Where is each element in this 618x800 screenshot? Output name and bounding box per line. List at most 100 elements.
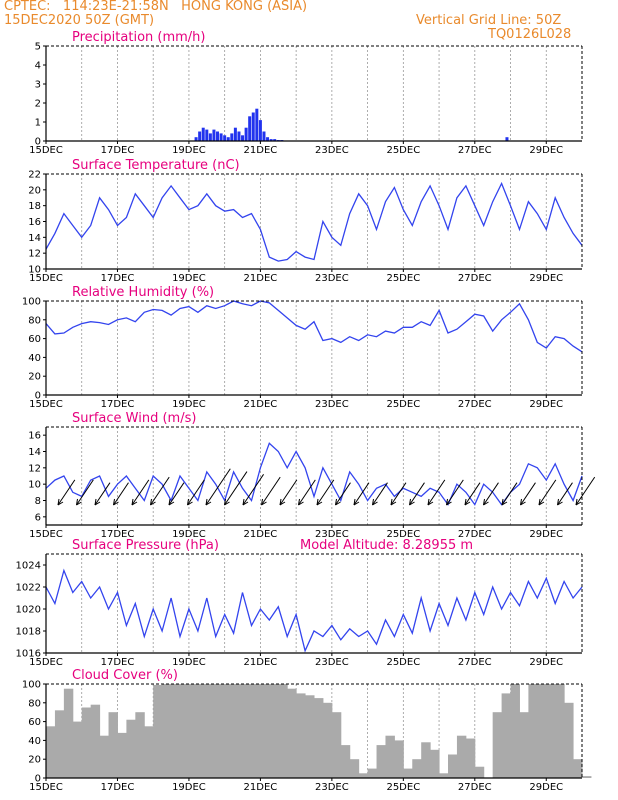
wind-arrow	[427, 479, 446, 506]
x-tick-label: 27DEC	[458, 529, 492, 540]
cloud-bar	[564, 702, 574, 778]
y-tick-label: 1018	[16, 627, 41, 638]
wind-arrowhead	[57, 501, 64, 506]
cloud-bar	[403, 768, 413, 778]
y-tick-label: 16	[28, 431, 41, 442]
y-tick-label: 16	[28, 217, 41, 228]
y-tick-label: 14	[28, 233, 41, 244]
cloud-bar	[153, 684, 163, 778]
wind-arrow	[205, 468, 231, 506]
panel-title: Precipitation (mm/h)	[72, 30, 205, 45]
y-tick-label: 18	[28, 201, 41, 212]
wind-arrowhead	[446, 501, 452, 506]
cloud-bar	[117, 732, 127, 778]
series-line	[45, 442, 583, 506]
precip-bar	[223, 135, 227, 141]
x-tick-label: 23DEC	[315, 399, 349, 410]
cloud-bar	[546, 684, 556, 778]
wind-arrowhead	[242, 498, 245, 506]
header-line2-right: TQ0126L028	[488, 27, 572, 42]
wind-arrowhead	[150, 498, 152, 506]
cloud-bar	[340, 745, 351, 778]
precip-bar	[201, 127, 205, 141]
wind-arrow	[575, 476, 596, 506]
wind-arrowhead	[409, 498, 411, 506]
wind-arrowhead	[242, 501, 249, 506]
precip-bar	[233, 127, 237, 141]
x-tick-label: 29DEC	[529, 145, 563, 156]
wind-arrow	[242, 474, 264, 506]
cloud-bar	[251, 684, 261, 778]
y-tick-label: 0	[35, 137, 41, 148]
wind-arrowhead	[298, 498, 300, 506]
y-tick-label: 100	[22, 297, 41, 308]
wind-arrowhead	[575, 498, 578, 506]
x-tick-label: 27DEC	[458, 273, 492, 284]
cloud-bar	[81, 707, 92, 778]
panel-title: Cloud Cover (%)	[72, 668, 178, 683]
y-tick-label: 6	[35, 512, 41, 523]
cloud-bar	[528, 684, 538, 778]
cloud-bar	[412, 759, 422, 778]
panel-title: Surface Temperature (nC)	[72, 158, 240, 173]
cloud-bar	[430, 749, 440, 778]
wind-arrowhead	[94, 498, 97, 506]
x-tick-label: 15DEC	[29, 657, 63, 668]
wind-arrow	[224, 471, 248, 506]
y-tick-label: 0	[35, 391, 41, 402]
cloud-bar	[376, 745, 386, 778]
wind-arrowhead	[94, 501, 101, 506]
cloud-bar	[448, 754, 458, 778]
wind-arrow	[538, 479, 557, 506]
y-tick-label: 3	[35, 80, 41, 91]
cloud-bar	[278, 684, 288, 778]
cloud-bar	[474, 766, 485, 778]
wind-arrowhead	[187, 498, 189, 506]
wind-arrowhead	[131, 501, 138, 506]
wind-arrow	[353, 482, 370, 506]
x-tick-label: 21DEC	[244, 657, 278, 668]
y-tick-label: 1016	[16, 649, 41, 660]
cloud-bar	[421, 742, 431, 778]
x-tick-label: 27DEC	[458, 399, 492, 410]
y-tick-label: 10	[28, 265, 41, 276]
wind-arrowhead	[538, 501, 545, 506]
wind-arrowhead	[353, 501, 360, 506]
wind-arrowhead	[57, 498, 60, 506]
x-tick-label: 23DEC	[315, 273, 349, 284]
wind-arrow	[483, 482, 499, 506]
x-tick-label: 23DEC	[315, 782, 349, 793]
wind-arrowhead	[76, 501, 82, 506]
series-line	[45, 300, 583, 353]
wind-arrowhead	[335, 498, 337, 506]
cloud-bar	[510, 684, 520, 778]
x-tick-label: 27DEC	[458, 657, 492, 668]
header-line1-left: CPTEC: 114:23E-21:58N HONG KONG (ASIA)	[4, 0, 308, 14]
precip-bar	[198, 131, 202, 141]
x-tick-label: 25DEC	[386, 782, 420, 793]
y-tick-label: 22	[28, 170, 41, 181]
wind-arrow	[168, 482, 185, 506]
cloud-bar	[224, 684, 235, 778]
precip-bar	[208, 133, 212, 141]
x-tick-label: 17DEC	[101, 782, 135, 793]
x-tick-label: 25DEC	[386, 399, 420, 410]
y-tick-label: 14	[28, 447, 41, 458]
wind-arrowhead	[353, 498, 356, 506]
wind-arrow	[372, 482, 388, 506]
x-tick-label: 25DEC	[386, 657, 420, 668]
cloud-bar	[108, 712, 118, 778]
y-tick-label: 12	[28, 249, 41, 260]
cloud-bar	[394, 740, 404, 778]
cloud-bar	[233, 684, 244, 778]
wind-arrowhead	[409, 501, 415, 506]
panel-annotation: Model Altitude: 8.28955 m	[300, 538, 473, 553]
x-tick-label: 17DEC	[101, 145, 135, 156]
wind-arrow	[390, 482, 407, 506]
precip-bar	[258, 120, 262, 141]
panel-title: Surface Pressure (hPa)	[72, 538, 219, 553]
y-tick-label: 40	[28, 736, 41, 747]
cloud-bar	[63, 688, 74, 778]
wind-arrow	[113, 482, 129, 506]
x-tick-label: 19DEC	[172, 657, 206, 668]
